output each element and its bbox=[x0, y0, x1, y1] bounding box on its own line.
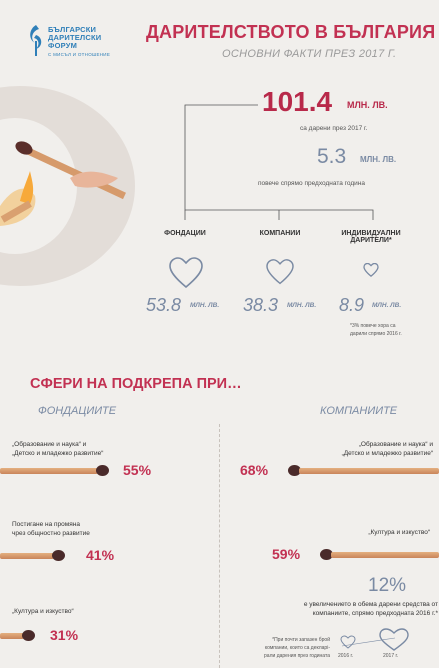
logo-tagline: С МИСЪЛ И ОТНОШЕНИЕ bbox=[48, 52, 111, 57]
logo-text: БЪЛГАРСКИ ДАРИТЕЛСКИ ФОРУМ bbox=[48, 25, 102, 50]
foundation-match-bar bbox=[0, 468, 98, 474]
donor-value-individuals: 8.9 bbox=[339, 295, 365, 315]
match-head-icon bbox=[52, 550, 65, 561]
company-percent: 59% bbox=[272, 546, 301, 562]
company-percent: 68% bbox=[240, 462, 269, 478]
foundation-percent: 31% bbox=[50, 627, 79, 643]
match-head-icon bbox=[320, 549, 333, 560]
foundation-percent: 41% bbox=[86, 547, 115, 563]
company-area-label: „Образование и наука“ и „Детско и младежк… bbox=[341, 441, 433, 457]
donor-unit-foundations: МЛН. ЛВ. bbox=[190, 302, 220, 309]
column-divider bbox=[219, 424, 220, 668]
growth-year-2016: 2016 г. bbox=[338, 653, 354, 659]
growth-value: 12% bbox=[368, 575, 407, 596]
increase-value: 5.3 bbox=[317, 145, 347, 168]
connector-lines bbox=[184, 104, 374, 220]
heart-icon bbox=[266, 259, 294, 285]
foundation-match-bar bbox=[0, 553, 54, 559]
growth-note: е увеличението в обема дарени средства о… bbox=[303, 601, 438, 617]
support-section-title: СФЕРИ НА ПОДКРЕПА ПРИ… bbox=[30, 376, 242, 392]
donor-unit-companies: МЛН. ЛВ. bbox=[287, 302, 317, 309]
heart-icon bbox=[363, 263, 379, 277]
match-head-icon bbox=[22, 630, 35, 641]
total-donations-value: 101.4 bbox=[262, 86, 333, 117]
company-area-label: „Култура и изкуство“ bbox=[368, 529, 430, 536]
donor-value-companies: 38.3 bbox=[243, 295, 279, 315]
logo-icon bbox=[30, 25, 42, 56]
foundation-percent: 55% bbox=[123, 462, 152, 478]
donor-footnote: *3% повече хора са дарили спрямо 2016 г. bbox=[350, 323, 402, 337]
foundation-area-label: „Култура и изкуство“ bbox=[12, 608, 74, 615]
growth-footnote: *При почти запазен брой компании, които с… bbox=[264, 637, 330, 659]
total-donations-note: са дарени през 2017 г. bbox=[300, 125, 368, 132]
donor-label-companies: КОМПАНИИ bbox=[259, 230, 301, 237]
foundation-match-bar bbox=[0, 633, 24, 639]
company-match-bar bbox=[299, 468, 439, 474]
page-subtitle: ОСНОВНИ ФАКТИ ПРЕЗ 2017 Г. bbox=[222, 48, 397, 60]
donor-label-foundations: ФОНДАЦИИ bbox=[164, 230, 206, 237]
match-head-icon bbox=[96, 465, 109, 476]
page-title: ДАРИТЕЛСТВОТО В БЪЛГАРИЯ bbox=[146, 22, 436, 42]
foundations-heading: ФОНДАЦИИТЕ bbox=[38, 405, 117, 417]
donor-value-foundations: 53.8 bbox=[146, 295, 182, 315]
donor-unit-individuals: МЛН. ЛВ. bbox=[372, 302, 402, 309]
foundation-area-label: „Образование и наука“ и „Детско и младежк… bbox=[12, 441, 104, 457]
donor-label-individuals: ИНДИВИДУАЛНИ ДАРИТЕЛИ* bbox=[341, 230, 401, 244]
total-donations-unit: МЛН. ЛВ. bbox=[347, 100, 388, 110]
foundation-area-label: Постигане на промяна чрез общностно разви… bbox=[12, 521, 90, 537]
increase-unit: МЛН. ЛВ. bbox=[360, 155, 397, 164]
companies-heading: КОМПАНИИТЕ bbox=[320, 405, 398, 417]
match-head-icon bbox=[288, 465, 301, 476]
company-match-bar bbox=[331, 552, 439, 558]
heart-icon bbox=[169, 257, 203, 289]
increase-note: повече спрямо предходната година bbox=[258, 180, 365, 187]
growth-hearts bbox=[340, 628, 409, 651]
growth-year-2017: 2017 г. bbox=[383, 653, 399, 659]
zero-match-illustration bbox=[0, 86, 135, 286]
